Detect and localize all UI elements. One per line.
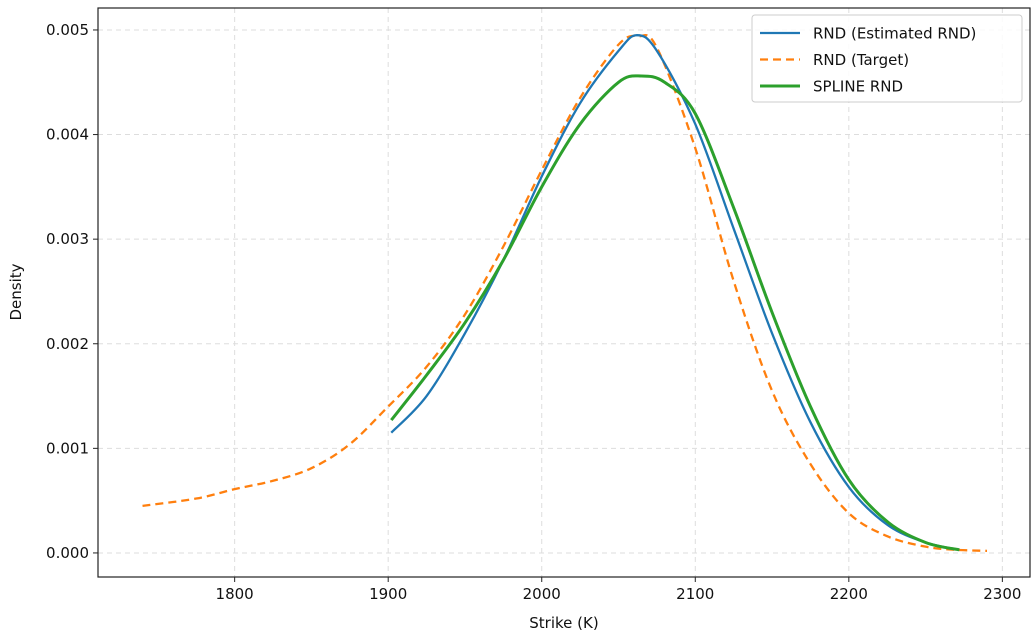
series-lines	[142, 34, 988, 553]
legend-label: RND (Estimated RND)	[813, 25, 976, 43]
grid	[98, 8, 1030, 577]
x-tick-label: 2200	[830, 585, 868, 603]
x-tick-label: 2100	[676, 585, 714, 603]
series-line-rnd-target	[142, 34, 988, 553]
x-tick-label: 1900	[369, 585, 407, 603]
y-tick-label: 0.001	[46, 439, 89, 457]
x-tick-label: 1800	[216, 585, 254, 603]
x-tick-label: 2000	[523, 585, 561, 603]
y-tick-label: 0.000	[46, 544, 89, 562]
x-tick-label: 2300	[983, 585, 1021, 603]
y-axis-label: Density	[7, 263, 25, 320]
plot-frame	[97, 7, 1031, 578]
x-axis-label: Strike (K)	[529, 614, 598, 632]
y-tick-label: 0.004	[46, 126, 89, 144]
series-line-spline-rnd	[390, 74, 960, 552]
y-tick-label: 0.002	[46, 335, 89, 353]
y-axis-ticks: 0.000 0.001 0.002 0.003 0.004 0.005	[46, 21, 98, 562]
legend-box	[751, 14, 1023, 103]
legend-label: SPLINE RND	[813, 78, 903, 96]
y-tick-label: 0.005	[46, 21, 89, 39]
series-line-rnd-estimated-rnd	[390, 34, 960, 551]
x-axis-ticks: 1800 1900 2000 2100 2200 2300	[216, 577, 1021, 603]
y-tick-label: 0.003	[46, 230, 89, 248]
legend-label: RND (Target)	[813, 51, 909, 69]
legend: RND (Estimated RND) RND (Target) SPLINE RN…	[751, 14, 1023, 103]
